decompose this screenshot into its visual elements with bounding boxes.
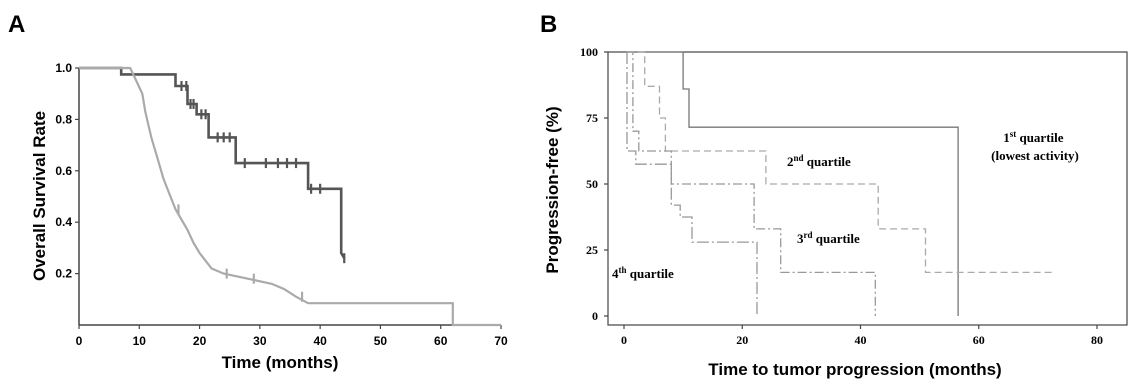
plot-frame-b <box>607 51 1128 326</box>
y-tick-label-b: 50 <box>586 177 598 191</box>
y-tick-label-a: 0.4 <box>55 215 72 229</box>
progression-chart: 0 20 40 60 80 0 25 50 75 100 Time to tumor progre… <box>543 45 1128 379</box>
x-tick-label-a: 60 <box>434 334 448 348</box>
survival-chart: 0 10 20 30 40 50 60 70 0.2 0.4 0.6 0.8 1.0 Time (mon… <box>30 61 508 372</box>
panel-b-label: B <box>540 11 557 38</box>
progression-series-line <box>627 51 1056 274</box>
x-axis-label-b: Time to tumor progression (months) <box>708 360 1001 379</box>
y-tick-label-a: 0.6 <box>55 164 72 178</box>
x-tick-label-a: 0 <box>76 334 83 348</box>
y-tick-label-b: 75 <box>586 111 598 125</box>
survival-series-line <box>79 66 501 327</box>
x-tick-label-b: 60 <box>973 333 985 347</box>
y-tick-label-a: 1.0 <box>55 61 72 75</box>
x-tick-label-b: 80 <box>1091 333 1103 347</box>
panel-a-label: A <box>8 11 25 38</box>
progression-series-line <box>626 52 758 316</box>
x-tick-label-b: 20 <box>736 333 748 347</box>
annotation-2nd-quartile: 2nd quartile <box>787 153 851 169</box>
x-tick-label-b: 0 <box>621 333 627 347</box>
x-axis-label-a: Time (months) <box>222 353 339 372</box>
x-tick-label-a: 30 <box>253 334 267 348</box>
y-tick-label-b: 100 <box>580 45 598 59</box>
annotation-1st-quartile: 1st quartile (lowest activity) <box>991 129 1079 163</box>
y-tick-label-a: 0.2 <box>55 267 72 281</box>
annotation-3rd-quartile: 3rd quartile <box>797 230 860 246</box>
x-tick-label-a: 70 <box>494 334 508 348</box>
progression-series-line <box>627 51 959 316</box>
y-tick-label-b: 0 <box>592 309 598 323</box>
y-tick-label-a: 0.8 <box>55 112 72 126</box>
x-tick-label-a: 20 <box>193 334 207 348</box>
x-tick-label-a: 40 <box>313 334 327 348</box>
y-axis-label-a: Overall Survival Rate <box>30 111 49 281</box>
x-tick-label-b: 40 <box>855 333 867 347</box>
y-axis-label-b: Progression-free (%) <box>543 106 562 273</box>
annotation-4th-quartile: 4th quartile <box>612 265 674 281</box>
x-tick-label-a: 10 <box>133 334 147 348</box>
y-tick-label-b: 25 <box>586 243 598 257</box>
x-tick-label-a: 50 <box>374 334 388 348</box>
survival-series-line <box>79 66 346 259</box>
